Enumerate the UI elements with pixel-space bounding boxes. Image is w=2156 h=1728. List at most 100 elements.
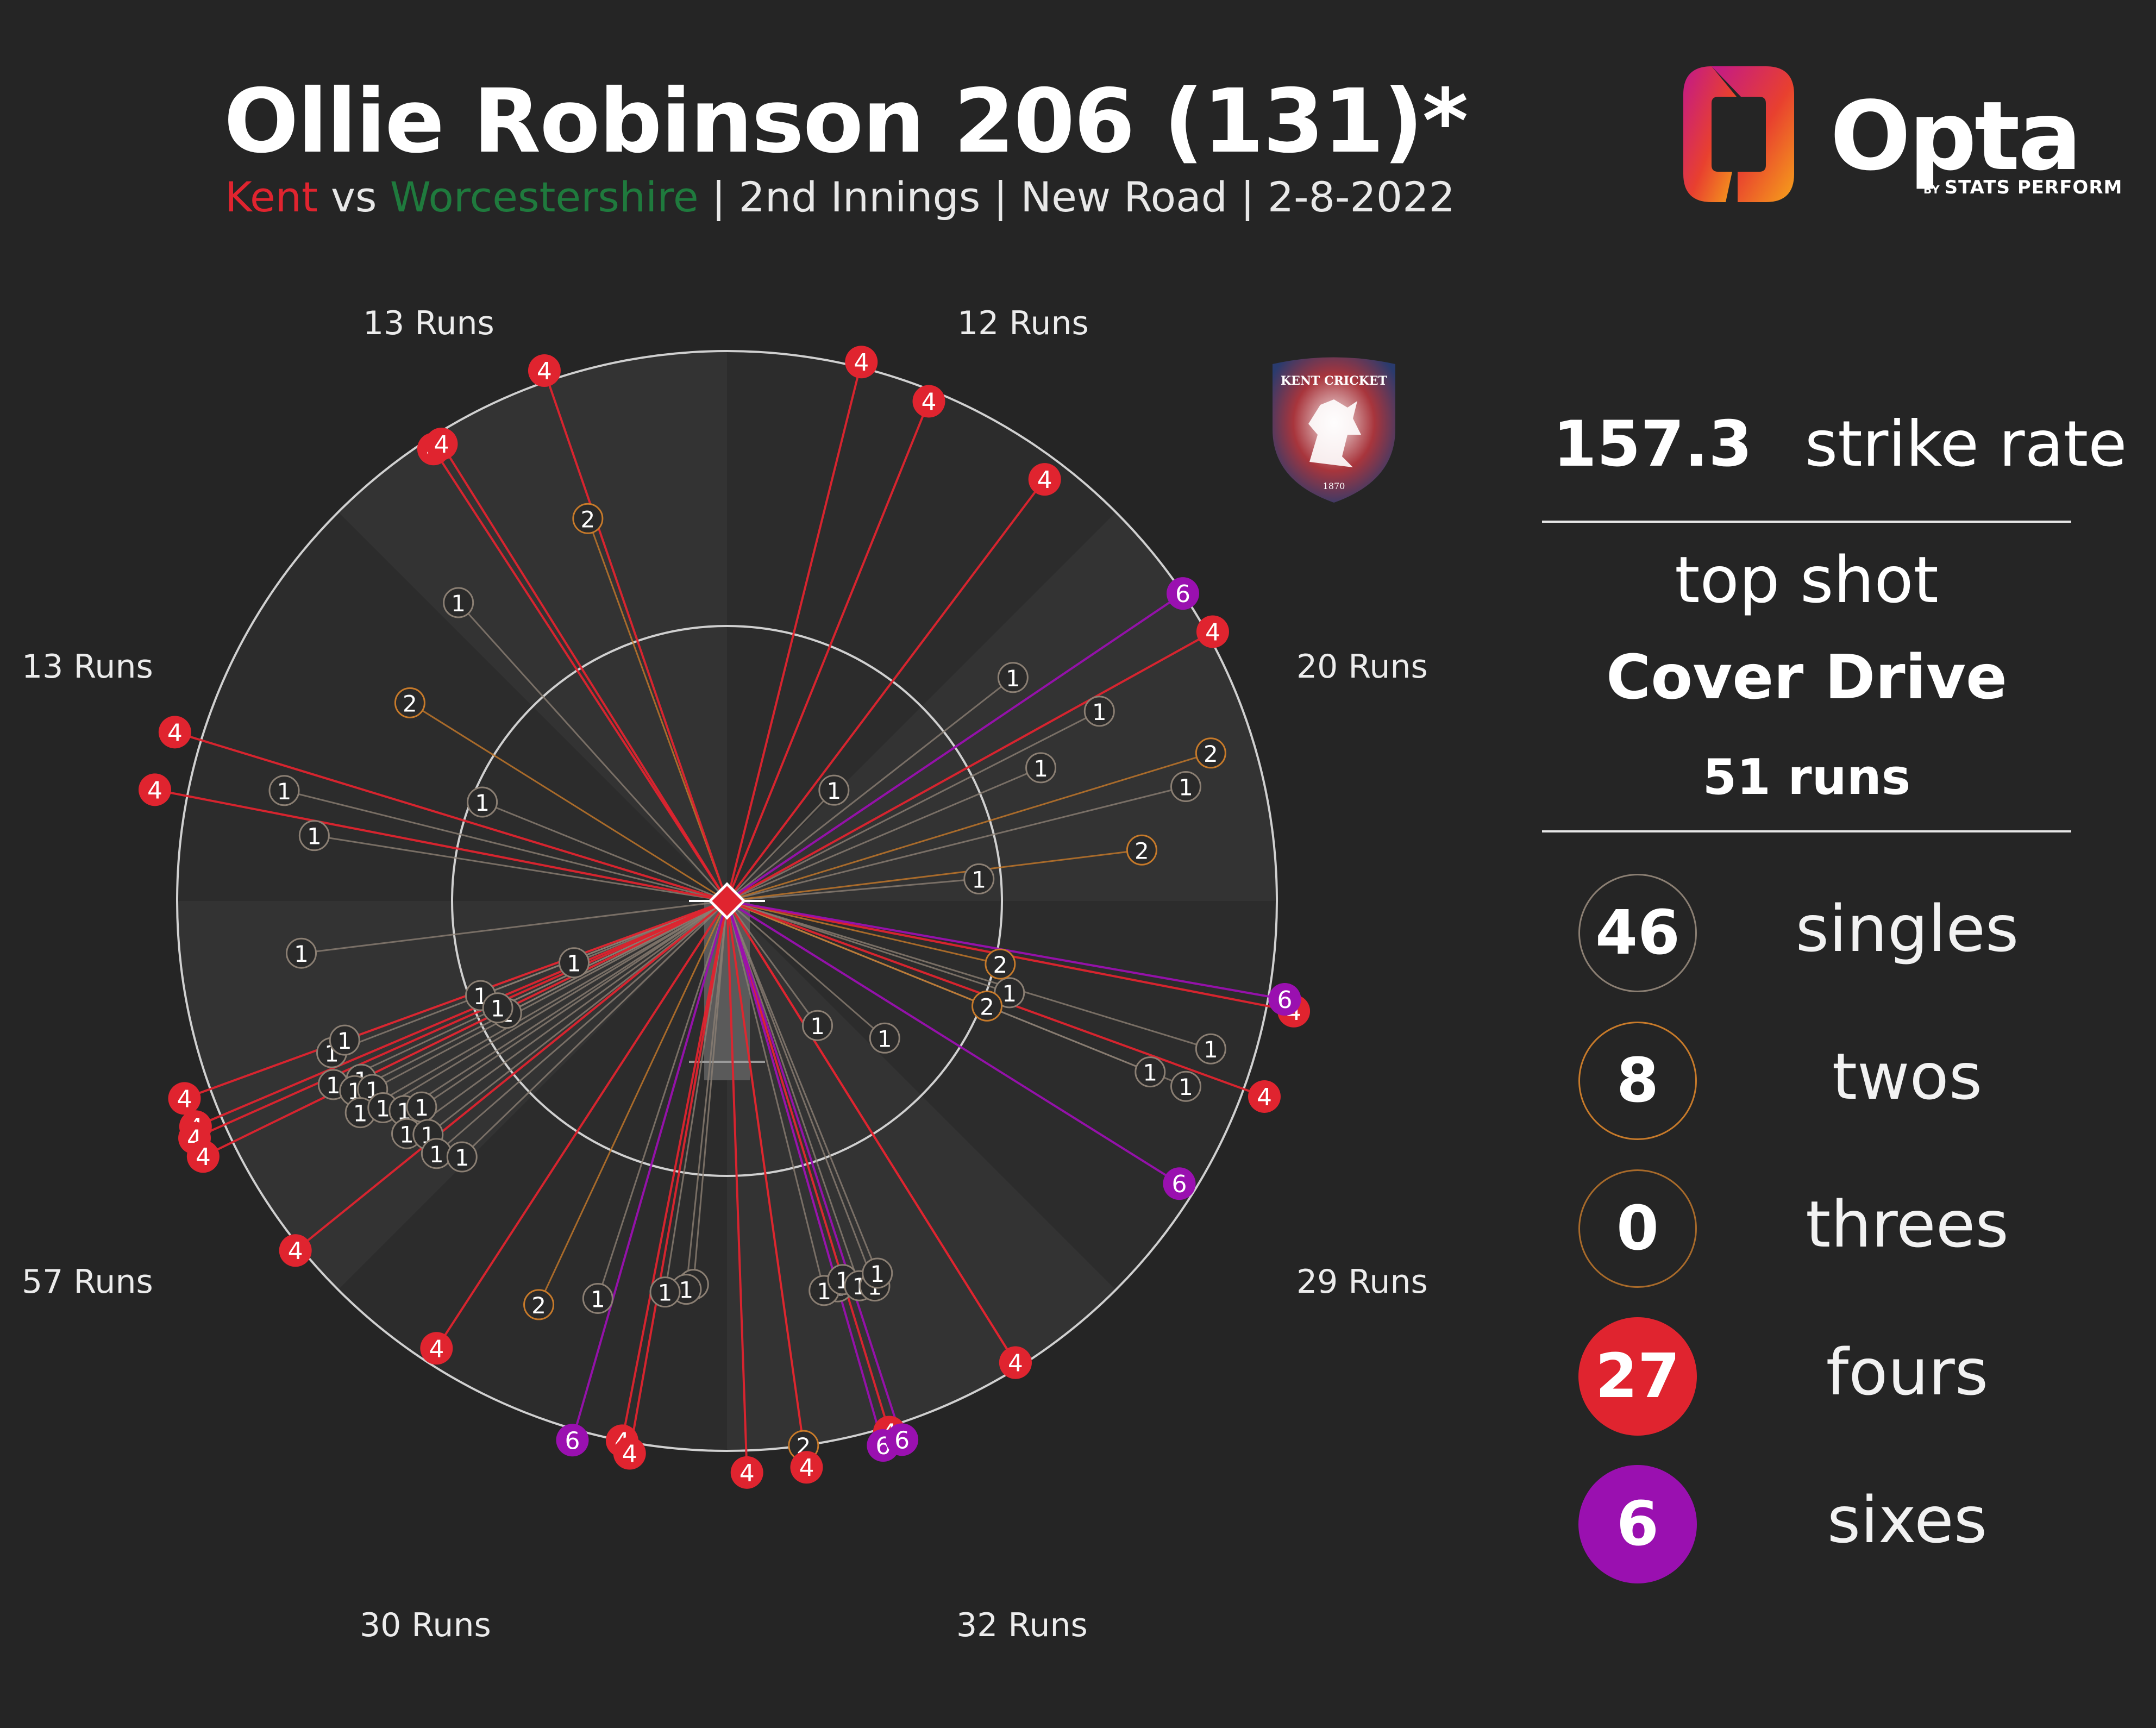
shot-marker: 4	[1028, 463, 1061, 496]
shot-marker: 2	[1195, 737, 1226, 769]
shot-line	[435, 900, 728, 1349]
shot-line	[726, 400, 930, 901]
shot-line	[404, 900, 728, 1112]
shot-runs-label: 1	[679, 1277, 694, 1304]
shot-runs-label: 4	[854, 349, 869, 377]
shot-marker: 1	[559, 947, 590, 979]
shot-marker: 4	[1248, 1080, 1281, 1113]
shot-line	[726, 900, 1180, 1185]
zone-label-right-upper: 20 Runs	[1296, 648, 1428, 686]
shot-line	[433, 448, 728, 902]
shot-marker: 2	[985, 948, 1016, 980]
kent-cricket-badge: KENT CRICKET 1870	[1273, 357, 1395, 503]
fours-count: 27	[1578, 1317, 1697, 1436]
shot-marker: 4	[845, 346, 878, 379]
threes-count: 0	[1578, 1169, 1697, 1288]
shot-marker: 1	[482, 992, 513, 1024]
shot-marker: 1	[421, 1138, 452, 1169]
shot-marker: 4	[425, 427, 458, 460]
shot-marker: 4	[912, 385, 945, 418]
shot-marker: 4	[420, 1332, 453, 1365]
shot-runs-label: 4	[196, 1143, 211, 1171]
shot-line	[202, 900, 728, 1158]
shot-runs-label: 1	[399, 1121, 414, 1148]
field-sector	[319, 901, 727, 1451]
singles-count: 46	[1578, 874, 1697, 992]
shot-marker: 1	[818, 774, 850, 806]
opta-wordmark: Opta	[1830, 82, 2082, 192]
badge-year: 1870	[1323, 481, 1345, 491]
shot-line	[726, 677, 1014, 902]
shot-marker: 4	[168, 1082, 201, 1115]
strike-rate-label: strike rate	[1804, 408, 2127, 481]
shot-runs-label: 4	[739, 1460, 755, 1487]
shot-line	[726, 900, 904, 1440]
shot-runs-label: 1	[1179, 1074, 1193, 1100]
shot-line	[726, 900, 1017, 1363]
opta-byline: BY STATS PERFORM	[1923, 177, 2122, 198]
shot-line	[726, 630, 1213, 902]
team-worcestershire: Worcestershire	[390, 173, 699, 221]
zone-label-left-lower: 57 Runs	[22, 1263, 153, 1301]
shot-line	[726, 785, 1186, 902]
shot-marker: 1	[446, 1141, 478, 1173]
shot-marker: 4	[186, 1140, 220, 1173]
shot-runs-label: 6	[894, 1426, 910, 1454]
zone-label-bottom-left: 30 Runs	[360, 1606, 491, 1644]
team-kent: Kent	[225, 173, 318, 221]
shot-runs-label: 4	[1037, 466, 1052, 494]
inner-circle	[451, 625, 1003, 1177]
shot-line	[301, 900, 728, 954]
shot-line	[685, 900, 728, 1289]
shot-line	[154, 788, 728, 902]
shot-runs-label: 2	[993, 951, 1008, 978]
shot-marker: 4	[730, 1456, 763, 1489]
shot-runs-label: 1	[415, 1094, 429, 1121]
shot-line	[726, 900, 885, 1446]
shot-runs-label: 2	[980, 993, 994, 1020]
shot-line	[382, 900, 728, 1109]
sixes-count: 6	[1578, 1465, 1697, 1583]
shot-marker: 1	[1135, 1056, 1166, 1088]
shot-runs-label: 4	[147, 777, 162, 804]
shot-runs-label: 4	[288, 1237, 303, 1265]
divider-top	[1542, 521, 2071, 523]
shot-line	[726, 900, 1211, 1050]
shot-marker: 4	[790, 1451, 823, 1484]
shot-line	[440, 443, 728, 902]
shot-marker: 1	[997, 662, 1029, 693]
shot-marker: 1	[802, 1010, 833, 1041]
shot-marker: 1	[268, 775, 300, 806]
shot-marker: 4	[528, 354, 561, 387]
shot-marker: 1	[582, 1282, 613, 1314]
shot-runs-label: 2	[1135, 837, 1149, 864]
shot-runs-label: 1	[567, 950, 581, 977]
shot-marker: 1	[1083, 696, 1115, 727]
shot-marker: 6	[556, 1424, 589, 1457]
shot-line	[726, 361, 863, 901]
shot-marker: 6	[1163, 1167, 1196, 1200]
divider-bottom	[1542, 830, 2071, 832]
shot-line	[543, 370, 728, 901]
shot-marker: 1	[329, 1024, 360, 1056]
boundary-rope	[176, 350, 1278, 1452]
field-sector	[319, 351, 727, 901]
shot-runs-label: 4	[1205, 618, 1220, 646]
shot-marker: 4	[279, 1234, 312, 1267]
shot-line	[726, 900, 825, 1291]
shot-line	[726, 849, 1142, 902]
shot-runs-label: 1	[337, 1028, 352, 1054]
shot-marker: 6	[886, 1423, 919, 1456]
shot-marker: 2	[572, 503, 604, 534]
shot-marker: 1	[443, 587, 474, 618]
top-shot-label: top shot	[1675, 542, 1939, 617]
shot-marker: 4	[138, 773, 171, 806]
shot-line	[372, 900, 728, 1091]
strike-rate-value: 157.3	[1553, 408, 1752, 481]
shot-runs-label: 1	[1143, 1060, 1157, 1086]
shot-line	[314, 835, 728, 902]
shot-runs-label: 1	[972, 866, 986, 893]
shot-line	[195, 900, 728, 1128]
shot-line	[436, 900, 728, 1154]
